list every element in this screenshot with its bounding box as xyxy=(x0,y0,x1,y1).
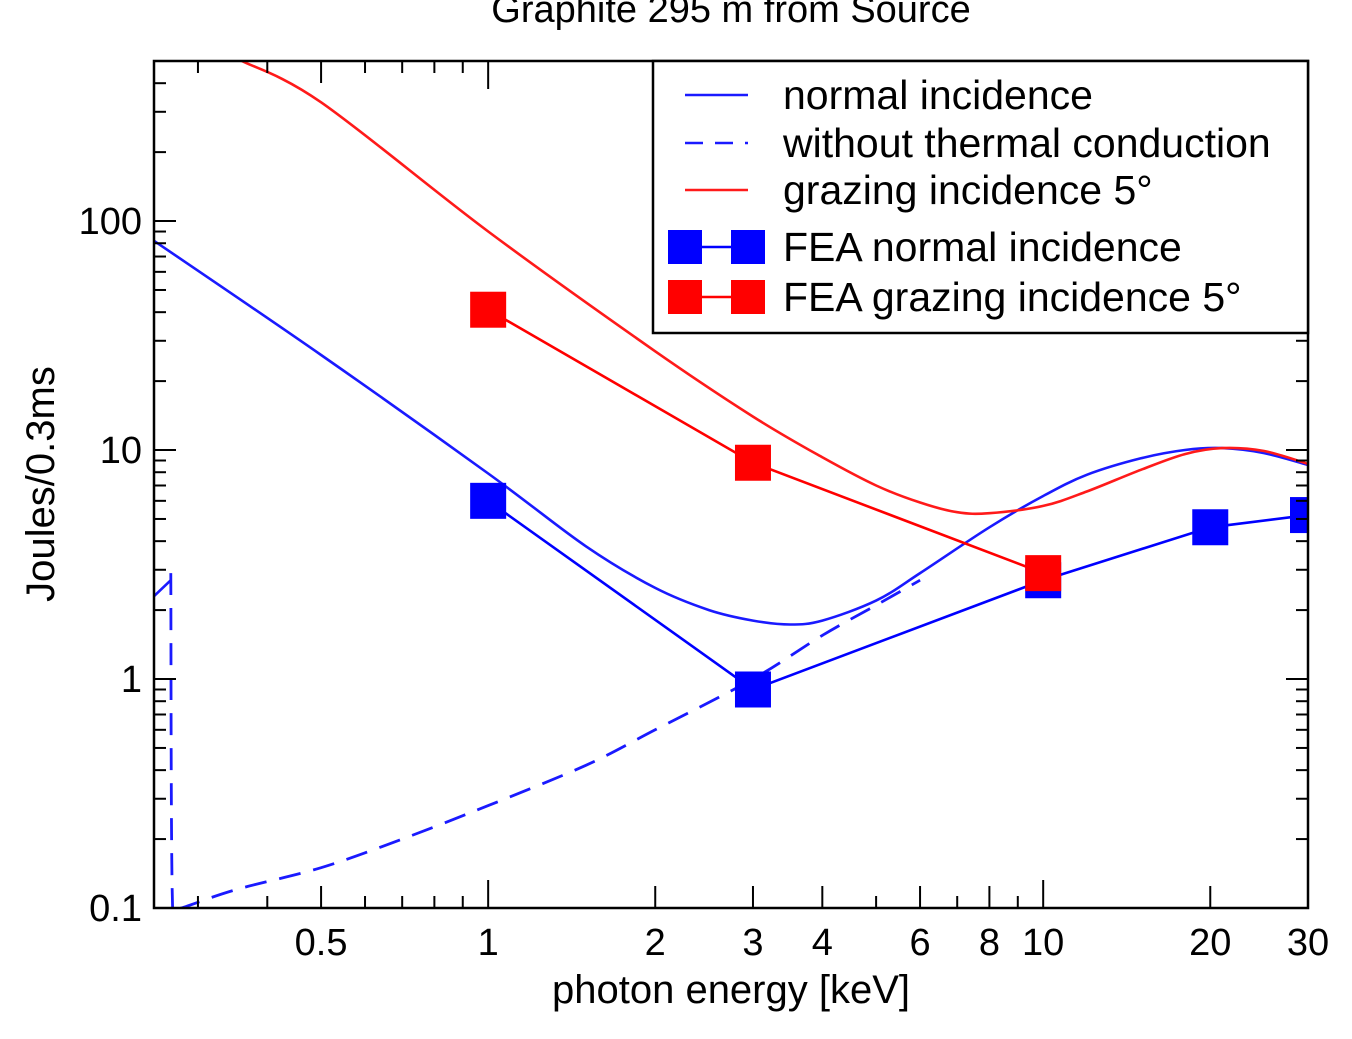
fea-normal-marker xyxy=(470,482,507,519)
fea-normal-marker xyxy=(1290,497,1308,534)
fea-normal-marker xyxy=(1192,509,1229,546)
legend-label-1: without thermal conduction xyxy=(782,120,1271,166)
y-tick-label: 100 xyxy=(79,201,142,243)
legend-label-2: grazing incidence 5° xyxy=(783,167,1153,213)
series-grazing-incidence-line xyxy=(241,61,1308,516)
x-tick-label: 3 xyxy=(742,922,763,964)
x-tick-label: 6 xyxy=(909,922,930,964)
x-tick-label: 4 xyxy=(812,922,833,964)
series-fea-grazing-line xyxy=(487,308,1044,575)
legend-swatch-marker-4 xyxy=(731,280,765,314)
series-fea-normal-line xyxy=(487,499,1308,691)
x-tick-label: 8 xyxy=(979,922,1000,964)
fea-grazing-marker xyxy=(734,444,771,481)
x-tick-label: 2 xyxy=(645,922,666,964)
legend-label-3: FEA normal incidence xyxy=(783,224,1182,270)
x-tick-label: 10 xyxy=(1022,922,1064,964)
legend-label-4: FEA grazing incidence 5° xyxy=(783,274,1242,320)
fea-normal-marker xyxy=(734,671,771,708)
x-tick-label: 20 xyxy=(1189,922,1231,964)
y-axis-label: Joules/0.3ms xyxy=(19,366,63,602)
y-tick-label: 1 xyxy=(121,659,142,701)
series-normal-incidence-line xyxy=(154,239,1308,626)
fea-grazing-marker xyxy=(1025,555,1062,592)
data-layer xyxy=(154,61,1308,908)
legend-swatch-marker-4 xyxy=(668,280,702,314)
y-tick-label: 0.1 xyxy=(89,888,142,930)
legend-swatch-marker-3 xyxy=(668,230,702,264)
chart-title: Graphite 295 m from Source xyxy=(491,0,970,31)
legend-label-0: normal incidence xyxy=(783,72,1093,118)
series-without-conduction-left-segment xyxy=(154,579,172,598)
series-without-conduction-line xyxy=(169,573,921,908)
fea-grazing-marker xyxy=(470,291,507,328)
y-tick-label: 10 xyxy=(100,430,142,472)
x-tick-label: 30 xyxy=(1287,922,1329,964)
x-tick-label: 1 xyxy=(478,922,499,964)
legend-swatch-marker-3 xyxy=(731,230,765,264)
x-axis-label: photon energy [keV] xyxy=(552,968,910,1012)
x-tick-label: 0.5 xyxy=(295,922,348,964)
